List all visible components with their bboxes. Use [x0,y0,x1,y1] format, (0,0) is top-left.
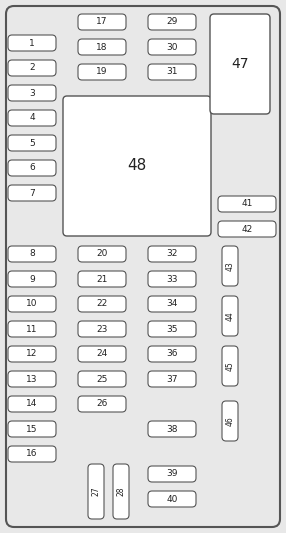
Text: 5: 5 [29,139,35,148]
FancyBboxPatch shape [148,346,196,362]
Text: 15: 15 [26,424,38,433]
FancyBboxPatch shape [78,296,126,312]
FancyBboxPatch shape [148,296,196,312]
Text: 47: 47 [231,57,249,71]
Text: 46: 46 [225,416,235,426]
Text: 38: 38 [166,424,178,433]
FancyBboxPatch shape [8,396,56,412]
FancyBboxPatch shape [113,464,129,519]
FancyBboxPatch shape [8,60,56,76]
FancyBboxPatch shape [8,185,56,201]
Text: 30: 30 [166,43,178,52]
Text: 29: 29 [166,18,178,27]
Text: 32: 32 [166,249,178,259]
Text: 21: 21 [96,274,108,284]
FancyBboxPatch shape [8,160,56,176]
FancyBboxPatch shape [8,346,56,362]
Text: 27: 27 [92,487,100,496]
FancyBboxPatch shape [8,110,56,126]
Text: 8: 8 [29,249,35,259]
Text: 24: 24 [96,350,108,359]
FancyBboxPatch shape [8,271,56,287]
FancyBboxPatch shape [148,14,196,30]
FancyBboxPatch shape [8,371,56,387]
FancyBboxPatch shape [148,64,196,80]
Text: 18: 18 [96,43,108,52]
Text: 3: 3 [29,88,35,98]
FancyBboxPatch shape [222,246,238,286]
Text: 7: 7 [29,189,35,198]
FancyBboxPatch shape [148,421,196,437]
Text: 9: 9 [29,274,35,284]
Text: 48: 48 [127,158,147,174]
FancyBboxPatch shape [148,39,196,55]
Text: 33: 33 [166,274,178,284]
Text: 19: 19 [96,68,108,77]
Text: 26: 26 [96,400,108,408]
FancyBboxPatch shape [222,296,238,336]
Text: 23: 23 [96,325,108,334]
FancyBboxPatch shape [78,271,126,287]
FancyBboxPatch shape [78,396,126,412]
Text: 35: 35 [166,325,178,334]
Text: 34: 34 [166,300,178,309]
Text: 31: 31 [166,68,178,77]
FancyBboxPatch shape [78,321,126,337]
FancyBboxPatch shape [210,14,270,114]
FancyBboxPatch shape [8,321,56,337]
FancyBboxPatch shape [78,346,126,362]
Text: 11: 11 [26,325,38,334]
Text: 22: 22 [96,300,108,309]
FancyBboxPatch shape [6,6,280,527]
FancyBboxPatch shape [78,64,126,80]
Text: 42: 42 [241,224,253,233]
Text: 36: 36 [166,350,178,359]
Text: 12: 12 [26,350,38,359]
Text: 17: 17 [96,18,108,27]
FancyBboxPatch shape [8,446,56,462]
Text: 41: 41 [241,199,253,208]
FancyBboxPatch shape [218,196,276,212]
FancyBboxPatch shape [78,371,126,387]
Text: 1: 1 [29,38,35,47]
FancyBboxPatch shape [8,135,56,151]
Text: 4: 4 [29,114,35,123]
FancyBboxPatch shape [8,421,56,437]
Text: 37: 37 [166,375,178,384]
FancyBboxPatch shape [222,346,238,386]
Text: 39: 39 [166,470,178,479]
Text: 28: 28 [116,487,126,496]
FancyBboxPatch shape [148,271,196,287]
Text: 16: 16 [26,449,38,458]
Text: 43: 43 [225,261,235,271]
FancyBboxPatch shape [148,321,196,337]
FancyBboxPatch shape [78,39,126,55]
FancyBboxPatch shape [148,246,196,262]
FancyBboxPatch shape [222,401,238,441]
Text: 10: 10 [26,300,38,309]
FancyBboxPatch shape [8,296,56,312]
FancyBboxPatch shape [148,491,196,507]
FancyBboxPatch shape [8,35,56,51]
Text: 13: 13 [26,375,38,384]
Text: 6: 6 [29,164,35,173]
FancyBboxPatch shape [148,371,196,387]
FancyBboxPatch shape [78,14,126,30]
Text: 25: 25 [96,375,108,384]
FancyBboxPatch shape [78,246,126,262]
Text: 44: 44 [225,311,235,321]
Text: 14: 14 [26,400,38,408]
FancyBboxPatch shape [148,466,196,482]
FancyBboxPatch shape [8,85,56,101]
FancyBboxPatch shape [63,96,211,236]
FancyBboxPatch shape [218,221,276,237]
Text: 40: 40 [166,495,178,504]
FancyBboxPatch shape [8,246,56,262]
Text: 20: 20 [96,249,108,259]
Text: 2: 2 [29,63,35,72]
Text: 45: 45 [225,361,235,371]
FancyBboxPatch shape [88,464,104,519]
